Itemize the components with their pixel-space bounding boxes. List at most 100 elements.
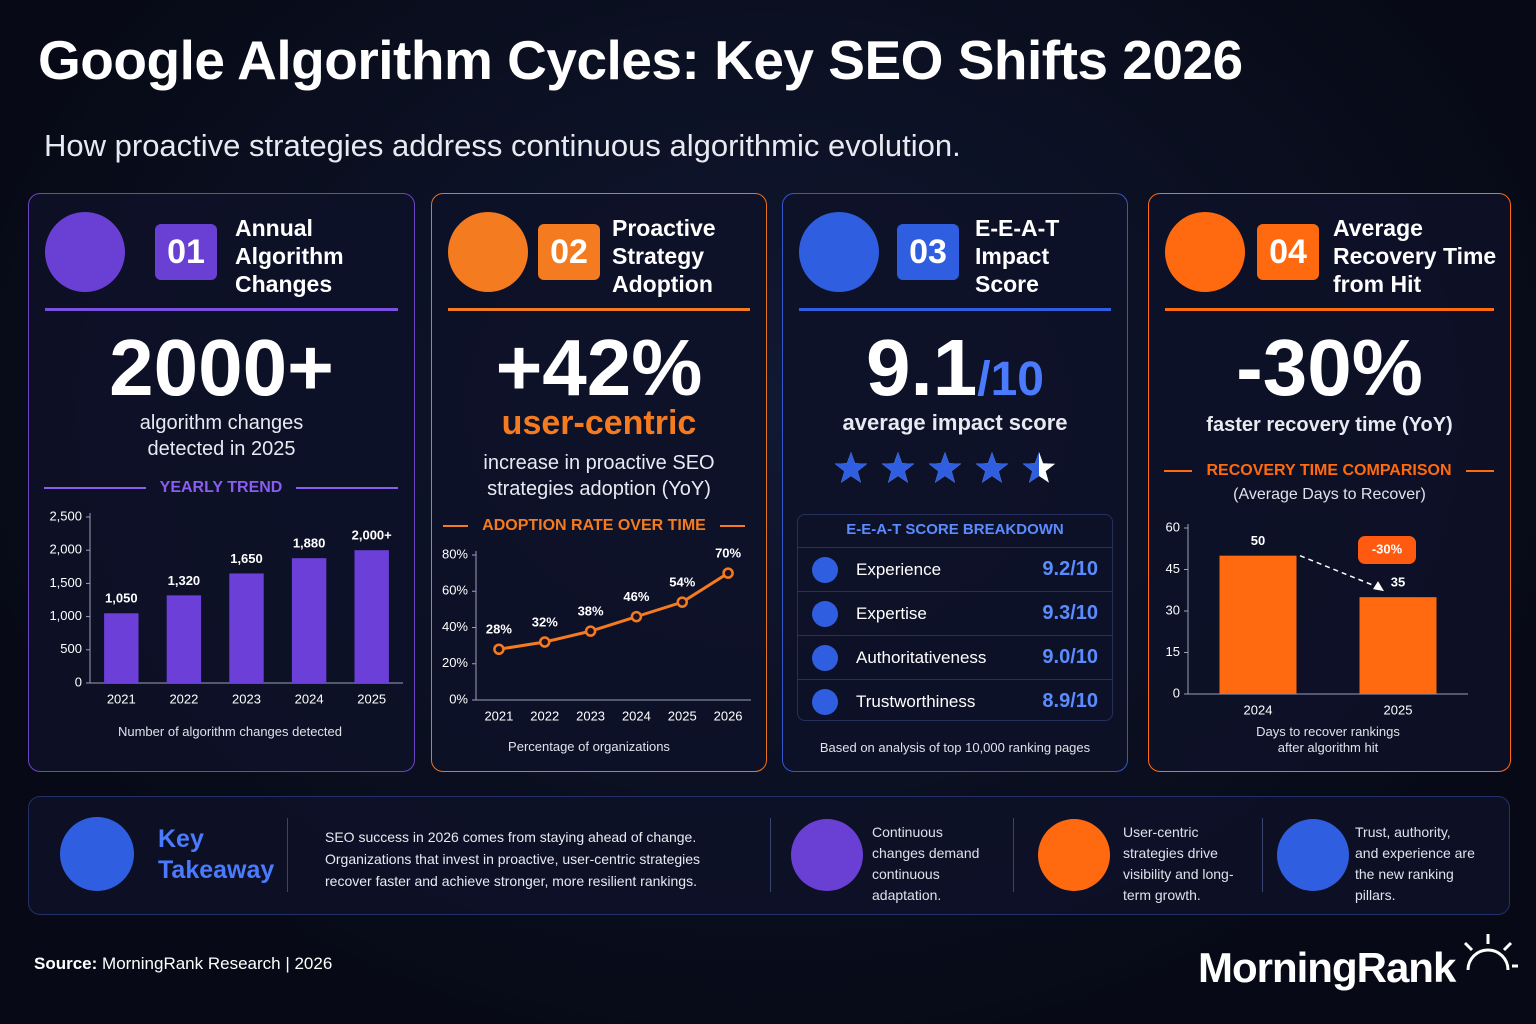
x-tick-label: 2025: [668, 708, 697, 723]
badge: 04: [1257, 224, 1319, 280]
value-label: 54%: [669, 575, 695, 590]
x-tick-label: 2026: [714, 708, 743, 723]
x-tick-label: 2021: [484, 708, 513, 723]
row-name: Authoritativeness: [856, 647, 987, 667]
chart: 0 15 30 45 60 50 35 2024 2025 -30%: [1166, 519, 1468, 717]
row-icon: [812, 556, 838, 583]
y-tick-label: 500: [60, 641, 82, 656]
value-label: 38%: [578, 604, 604, 619]
title: Google Algorithm Cycles: Key SEO Shifts …: [38, 29, 1243, 91]
icon: [1165, 212, 1245, 292]
point: [493, 643, 505, 655]
value-label: 2,000+: [352, 528, 393, 543]
note: Based on analysis of top 10,000 ranking …: [819, 740, 1091, 755]
value-label: 70%: [715, 546, 741, 561]
y-tick-label: 60: [1166, 519, 1180, 534]
icon: [45, 212, 125, 292]
chart-subtitle: (Average Days to Recover): [1233, 486, 1426, 503]
star: [975, 452, 1009, 483]
x-label: Percentage of organizations: [508, 739, 670, 754]
source-label: Source:: [34, 954, 98, 973]
card: 02 Proactive Strategy Adoption +42% user…: [431, 193, 767, 772]
caption: faster recovery time (YoY): [1206, 414, 1453, 436]
x-tick-label: 2024: [295, 691, 324, 706]
y-tick-label: 40%: [442, 619, 468, 634]
icon: [1277, 819, 1349, 891]
bar: [1219, 555, 1297, 694]
badge: 02: [538, 224, 600, 280]
breakdown-row: Trustworthiness 8.9/10: [798, 679, 1112, 723]
card-title: Proactive Strategy Adoption: [612, 215, 716, 297]
arrow-head: [1373, 581, 1384, 592]
brand: MorningRank: [1198, 944, 1456, 991]
stat-value: 9.1: [866, 323, 978, 412]
highlight: user-centric: [501, 404, 697, 442]
breakdown-row: Expertise 9.3/10: [798, 591, 1112, 635]
value-label: 1,880: [293, 536, 326, 551]
y-tick-label: 0%: [449, 691, 468, 706]
divider: [287, 818, 288, 892]
x-tick-label: 2023: [576, 708, 605, 723]
y-tick-label: 30: [1166, 602, 1180, 617]
row-score: 9.2/10: [1042, 558, 1098, 580]
x-tick-label: 2022: [169, 691, 198, 706]
caption: increase in proactive SEO strategies ado…: [483, 452, 715, 500]
bar: [291, 558, 327, 683]
divider: [1262, 818, 1263, 892]
bar: [229, 573, 264, 683]
y-tick-label: 1,000: [49, 608, 82, 623]
value-label: 46%: [623, 589, 649, 604]
point: [630, 610, 643, 623]
value-label: 35: [1391, 575, 1405, 590]
y-tick-label: 20%: [442, 655, 468, 670]
bar: [104, 613, 139, 683]
row-icon: [812, 644, 838, 671]
row-score: 9.3/10: [1042, 602, 1098, 624]
y-tick-label: 60%: [442, 583, 468, 598]
x-tick-label: 2025: [357, 691, 386, 706]
divider: [799, 308, 1111, 311]
breakdown-row: Authoritativeness 9.0/10: [798, 635, 1112, 679]
y-tick-label: 0: [1173, 685, 1180, 700]
value-label: 1,050: [105, 591, 138, 606]
x-tick-label: 2024: [1244, 702, 1273, 717]
row-name: Expertise: [856, 603, 927, 623]
row-name: Trustworthiness: [856, 691, 976, 711]
stars: [834, 452, 1056, 483]
breakdown-row: Experience 9.2/10: [798, 547, 1112, 591]
star: [834, 452, 868, 483]
card-title: Annual Algorithm Changes: [235, 215, 344, 297]
point: User-centric strategies drive visibility…: [1123, 824, 1234, 903]
icon: [448, 212, 528, 292]
divider: [1165, 308, 1494, 311]
takeaway-box: [28, 796, 1510, 915]
breakdown-title: E-E-A-T SCORE BREAKDOWN: [846, 521, 1064, 538]
card: 03 E-E-A-T Impact Score 9.1/10 average i…: [782, 193, 1128, 772]
y-tick-label: 0: [75, 674, 82, 689]
stat: +42%: [495, 323, 703, 412]
stat: -30%: [1236, 323, 1423, 412]
chart-title: YEARLY TREND: [44, 479, 398, 497]
bar: [166, 595, 202, 683]
row-score: 9.0/10: [1042, 646, 1098, 668]
row-icon: [812, 600, 838, 627]
x-label: Number of algorithm changes detected: [117, 724, 342, 739]
value-label: 1,650: [230, 551, 263, 566]
card: 04 Average Recovery Time from Hit -30% f…: [1148, 193, 1511, 772]
badge: 03: [897, 224, 959, 280]
point: Continuous changes demand continuous ada…: [872, 824, 980, 903]
point: [722, 567, 734, 579]
y-tick-label: 80%: [442, 546, 468, 561]
stat: 9.1/10: [783, 322, 1127, 414]
line: [498, 571, 729, 651]
chart: 0 500 1,000 1,500 2,000 2,500 1,050 1,320 1,650 1…: [49, 508, 403, 706]
x-tick-label: 2023: [232, 691, 261, 706]
takeaway-text: SEO success in 2026 comes from staying a…: [325, 829, 701, 889]
divider: [448, 308, 750, 311]
bar: [1359, 597, 1437, 694]
bar: [354, 550, 389, 683]
star: [881, 452, 915, 483]
row-icon: [812, 688, 838, 715]
value-label: 28%: [486, 622, 512, 637]
value-label: 50: [1251, 533, 1265, 548]
